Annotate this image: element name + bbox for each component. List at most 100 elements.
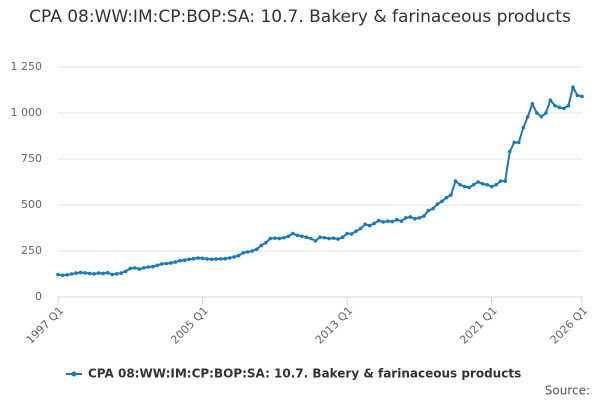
point [132, 266, 137, 270]
point [566, 103, 571, 108]
point [458, 182, 462, 187]
point [485, 182, 489, 187]
point [309, 236, 313, 241]
point [178, 258, 182, 263]
point [191, 256, 196, 261]
y-tick-label: 0 [35, 290, 42, 303]
point [236, 253, 241, 258]
point [96, 271, 101, 275]
point [78, 270, 83, 275]
point [83, 271, 87, 275]
point [209, 257, 214, 262]
point [462, 184, 467, 189]
point [56, 272, 60, 277]
point [530, 102, 535, 106]
point [431, 206, 435, 211]
point [539, 114, 544, 119]
point [358, 226, 363, 231]
point [521, 125, 526, 130]
point [367, 223, 372, 228]
point [169, 261, 173, 265]
point [151, 264, 155, 269]
point [295, 233, 300, 238]
point [110, 272, 115, 277]
point [345, 231, 349, 236]
point [69, 272, 74, 276]
point [205, 257, 209, 261]
point [512, 140, 517, 145]
point [65, 273, 69, 277]
point [74, 271, 78, 275]
point [263, 240, 268, 245]
point [562, 106, 566, 111]
point [575, 93, 580, 98]
y-tick-label: 250 [21, 244, 42, 257]
point [372, 221, 377, 226]
point [291, 231, 295, 236]
point [390, 219, 395, 224]
point [385, 219, 390, 223]
point [404, 216, 408, 220]
point [277, 236, 282, 241]
point [535, 111, 539, 115]
point [173, 260, 178, 264]
point [525, 114, 530, 119]
point [268, 236, 273, 241]
point [381, 220, 386, 224]
point [105, 270, 110, 275]
point [232, 255, 236, 259]
point [101, 271, 105, 276]
x-tick-label: 2026 Q1 [548, 304, 591, 347]
point [187, 257, 191, 262]
point [376, 218, 381, 223]
point [142, 266, 146, 270]
point [544, 111, 548, 115]
point [340, 235, 345, 239]
point [119, 271, 124, 275]
point [286, 234, 291, 239]
point [254, 247, 259, 251]
point [336, 237, 340, 241]
point [580, 94, 584, 99]
point [282, 235, 286, 240]
point [259, 243, 264, 248]
point [60, 273, 65, 278]
x-tick-label: 2013 Q1 [313, 304, 356, 347]
point [223, 256, 227, 261]
point [322, 235, 327, 240]
point [155, 263, 160, 268]
point [498, 179, 503, 183]
y-tick-label: 750 [21, 152, 42, 165]
point [313, 239, 318, 243]
point [548, 98, 553, 102]
point [128, 266, 133, 271]
chart-title: CPA 08:WW:IM:CP:BOP:SA: 10.7. Bakery & f… [29, 7, 571, 27]
point [227, 256, 232, 260]
point [245, 250, 250, 254]
point [417, 216, 422, 220]
point [435, 202, 440, 206]
y-tick-label: 500 [21, 198, 42, 211]
point [413, 217, 417, 221]
series-line [57, 84, 583, 277]
point [471, 182, 476, 187]
point [273, 236, 277, 240]
point [354, 229, 358, 233]
point [331, 236, 336, 240]
point [304, 235, 309, 239]
point [200, 256, 205, 261]
point [453, 179, 458, 183]
x-tick-label: 1997 Q1 [24, 304, 67, 347]
source: Source: [545, 384, 590, 398]
legend-label: CPA 08:WW:IM:CP:BOP:SA: 10.7. Bakery & f… [88, 367, 521, 381]
point [164, 261, 169, 266]
point [399, 219, 404, 223]
y-tick-label: 1 250 [11, 60, 43, 73]
point [426, 208, 431, 213]
y-tick-label: 1 000 [11, 106, 43, 119]
point [241, 251, 246, 255]
x-tick-label: 2021 Q1 [457, 304, 500, 347]
point [182, 258, 187, 263]
